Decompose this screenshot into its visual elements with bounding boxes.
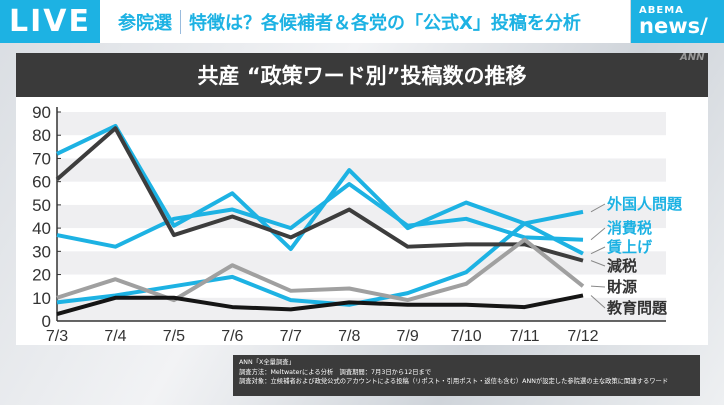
headline: 参院選 特徴は？各候補者＆各党の「公式X」投稿を分析 [100, 0, 630, 43]
x-tick-label: 7/7 [280, 328, 302, 345]
x-tick-label: 7/4 [104, 328, 126, 345]
ann-watermark: ANN [680, 52, 705, 63]
series-label: 教育問題 [606, 299, 668, 317]
x-tick-label: 7/3 [46, 328, 68, 345]
x-tick-label: 7/12 [567, 328, 598, 345]
leader-line [590, 260, 606, 267]
leader-line [590, 246, 606, 255]
live-badge: LIVE [0, 0, 100, 43]
grid-band [57, 112, 666, 136]
source-line-1: ANN「X全量調査」 [239, 359, 295, 366]
source-line-2: 調査方法：Meltwaterによる分析 調査期間：7月3日から12日まで [239, 368, 432, 376]
series-line [56, 293, 584, 316]
series-line [56, 123, 584, 256]
series-line [55, 126, 584, 263]
x-tick-label: 7/10 [451, 328, 482, 345]
y-tick-label: 30 [32, 242, 51, 261]
divider [180, 9, 181, 34]
abema-news-logo: ABEMA news/ [631, 0, 724, 43]
y-tick-label: 90 [32, 103, 51, 122]
headline-topic: 参院選 [118, 12, 172, 34]
series-label: 消費税 [607, 219, 652, 237]
logo-bottom: news/ [639, 14, 708, 38]
chart-title: 共産 “政策ワード別”投稿数の推移 [16, 53, 708, 97]
x-tick-label: 7/8 [338, 328, 360, 345]
y-tick-label: 50 [32, 196, 51, 215]
series-line [56, 181, 584, 249]
grid-band [57, 158, 666, 182]
series-label: 外国人問題 [606, 195, 683, 213]
x-tick-label: 7/11 [510, 328, 540, 345]
leader-line [590, 227, 606, 241]
leader-line [590, 203, 606, 213]
leader-line [590, 285, 606, 288]
series-label: 減税 [607, 257, 637, 275]
y-tick-label: 60 [32, 173, 51, 192]
series-label: 賃上げ [606, 238, 653, 256]
headline-text: 特徴は？各候補者＆各党の「公式X」投稿を分析 [189, 12, 581, 34]
logo-top: ABEMA [639, 5, 684, 16]
source-line-3: 調査対象：立候補者および政党公式のアカウントによる投稿（リポスト・引用ポスト・返… [239, 378, 669, 385]
grid-band [57, 251, 666, 275]
series-line [56, 237, 585, 303]
y-tick-label: 20 [32, 266, 51, 285]
leader-line [590, 295, 606, 309]
y-tick-label: 40 [32, 219, 51, 238]
x-tick-label: 7/9 [397, 328, 419, 345]
y-tick-label: 80 [32, 126, 51, 145]
series-label: 財源 [606, 278, 637, 296]
x-tick-label: 7/6 [221, 328, 243, 345]
x-tick-label: 7/5 [163, 328, 185, 345]
y-tick-label: 10 [32, 289, 51, 308]
source-note: ANN「X全量調査」 調査方法：Meltwaterによる分析 調査期間：7月3日… [233, 355, 700, 396]
y-tick-label: 70 [32, 149, 51, 168]
y-tick-label: 0 [42, 312, 51, 331]
